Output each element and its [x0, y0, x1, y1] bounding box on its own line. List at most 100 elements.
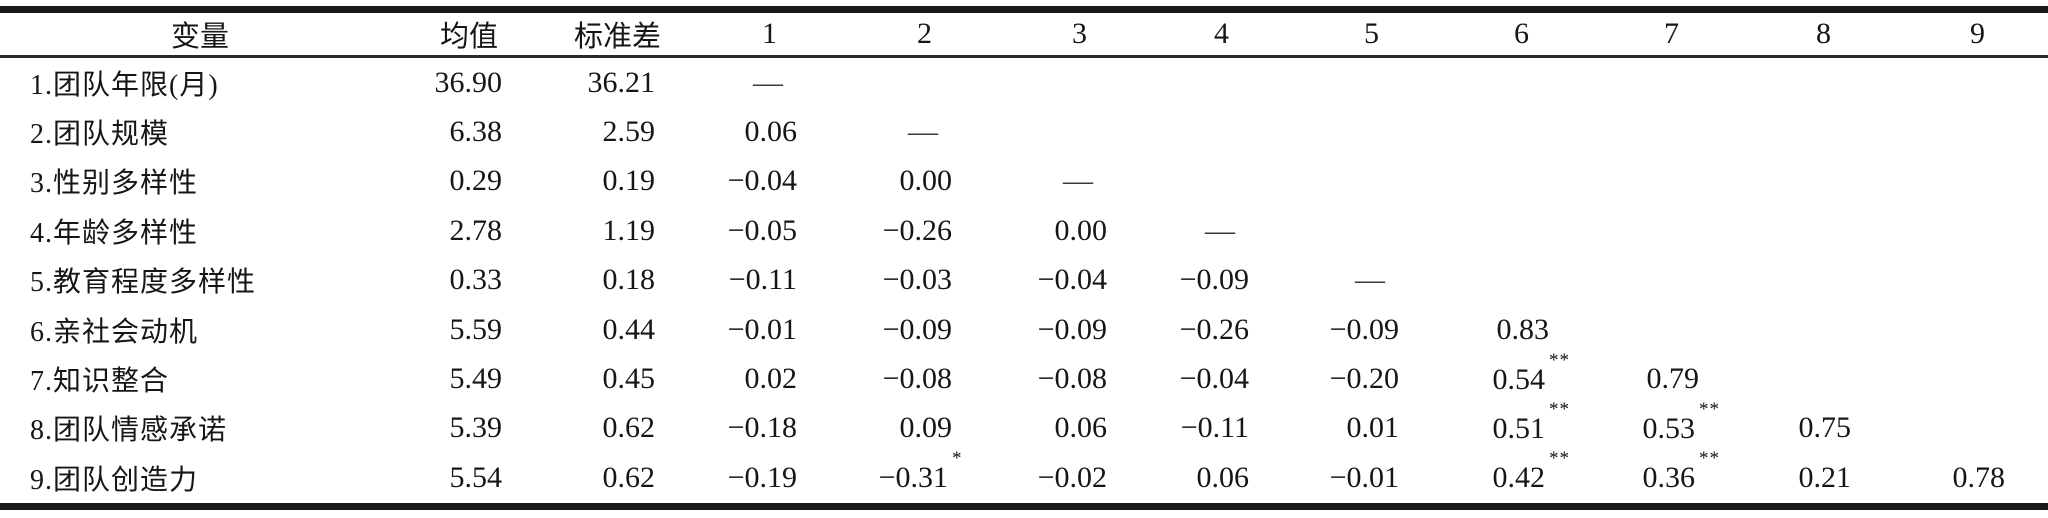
- empty-cell: [1859, 305, 2013, 354]
- correlation-value: −0.03: [882, 263, 952, 297]
- col-header-2: 2: [805, 9, 960, 58]
- correlation-value: 0.54**: [1492, 349, 1570, 396]
- mean-value: 0.29: [449, 164, 503, 198]
- row-label: 4.年龄多样性: [30, 217, 199, 249]
- correlation-value: −0.09: [882, 312, 952, 346]
- correlation-value: 0.06: [1196, 460, 1250, 494]
- correlation-value: −0.31*: [878, 448, 963, 495]
- empty-cell: [1407, 256, 1557, 305]
- empty-cell: [1257, 157, 1407, 206]
- col-header-variable: 变量: [0, 9, 290, 58]
- correlation-value: −0.08: [882, 362, 952, 396]
- empty-cell: [1859, 404, 2013, 453]
- table-row: 9.团队创造力 5.54 0.62 −0.19 −0.31* −0.02 0.06 −0…: [0, 448, 2048, 506]
- table-row: 6.亲社会动机 5.59 0.44 −0.01 −0.09 −0.09 −0.26 −0…: [0, 305, 2048, 354]
- table-row: 5.教育程度多样性 0.33 0.18 −0.11 −0.03 −0.04 −0.09…: [0, 256, 2048, 305]
- spacer-cell: [2013, 305, 2048, 354]
- empty-cell: [1859, 57, 2013, 108]
- table-row: 2.团队规模 6.38 2.59 0.06 —: [0, 107, 2048, 156]
- diagonal-dash: —: [908, 115, 938, 149]
- correlation-value: −0.26: [882, 213, 952, 247]
- col-header-mean: 均值: [290, 9, 510, 58]
- correlation-value: −0.04: [1037, 263, 1107, 297]
- empty-cell: [1115, 157, 1257, 206]
- correlation-value: 0.00: [899, 164, 953, 198]
- empty-cell: [1257, 206, 1407, 255]
- mean-value: 2.78: [449, 213, 503, 247]
- empty-cell: [1557, 206, 1707, 255]
- table-row: 1.团队年限(月) 36.90 36.21 —: [0, 57, 2048, 108]
- sd-value: 0.19: [602, 164, 656, 198]
- correlation-value: 0.79: [1646, 362, 1700, 396]
- spacer-cell: [2013, 453, 2048, 506]
- mean-value: 5.39: [449, 411, 503, 445]
- correlation-value: 0.75: [1798, 411, 1852, 445]
- empty-cell: [1407, 157, 1557, 206]
- diagonal-dash: —: [753, 65, 783, 99]
- correlation-value: −0.09: [1037, 312, 1107, 346]
- correlation-value: 0.36**: [1642, 448, 1720, 495]
- empty-cell: [1407, 206, 1557, 255]
- correlation-value: 0.09: [899, 411, 953, 445]
- empty-cell: [1257, 107, 1407, 156]
- col-header-5: 5: [1257, 9, 1407, 58]
- mean-value: 5.49: [449, 362, 503, 396]
- empty-cell: [1859, 354, 2013, 403]
- correlation-value: 0.51**: [1492, 398, 1570, 445]
- correlation-value: −0.18: [727, 411, 797, 445]
- empty-cell: [1707, 354, 1859, 403]
- empty-cell: [1557, 107, 1707, 156]
- sd-value: 0.44: [602, 312, 656, 346]
- empty-cell: [1859, 206, 2013, 255]
- spacer-cell: [2013, 256, 2048, 305]
- diagonal-dash: —: [1205, 213, 1235, 247]
- empty-cell: [1557, 157, 1707, 206]
- spacer-cell: [2013, 157, 2048, 206]
- table-row: 4.年龄多样性 2.78 1.19 −0.05 −0.26 0.00 —: [0, 206, 2048, 255]
- spacer-cell: [2013, 107, 2048, 156]
- empty-cell: [1859, 256, 2013, 305]
- sd-value: 0.62: [602, 460, 656, 494]
- correlation-value: 0.02: [744, 362, 798, 396]
- empty-cell: [1707, 206, 1859, 255]
- sd-value: 36.21: [587, 65, 656, 99]
- correlation-value: −0.09: [1329, 312, 1399, 346]
- sd-value: 2.59: [602, 115, 656, 149]
- correlation-value: 0.06: [1054, 411, 1108, 445]
- col-header-7: 7: [1557, 9, 1707, 58]
- empty-cell: [1707, 57, 1859, 108]
- sd-value: 1.19: [602, 213, 656, 247]
- row-label: 9.团队创造力: [30, 464, 199, 496]
- correlation-value: 0.00: [1054, 213, 1108, 247]
- diagonal-dash: —: [1063, 164, 1093, 198]
- correlation-value: 0.01: [1346, 411, 1400, 445]
- spacer-header: [2013, 9, 2048, 58]
- correlation-table: 变量 均值 标准差 1 2 3 4 5 6 7 8 9 1.团队年限(月) 36…: [0, 6, 2048, 510]
- table-row: 3.性别多样性 0.29 0.19 −0.04 0.00 —: [0, 157, 2048, 206]
- correlation-value: 0.53**: [1642, 398, 1720, 445]
- correlation-value: −0.11: [728, 263, 797, 297]
- correlation-value: −0.02: [1037, 460, 1107, 494]
- correlation-value: −0.05: [727, 213, 797, 247]
- diagonal-dash: —: [1355, 263, 1385, 297]
- empty-cell: [1707, 157, 1859, 206]
- spacer-cell: [2013, 354, 2048, 403]
- col-header-8: 8: [1707, 9, 1859, 58]
- correlation-value: 0.83: [1496, 312, 1550, 346]
- mean-value: 36.90: [434, 65, 503, 99]
- empty-cell: [1115, 107, 1257, 156]
- col-header-6: 6: [1407, 9, 1557, 58]
- empty-cell: [1557, 57, 1707, 108]
- col-header-sd: 标准差: [510, 9, 663, 58]
- row-label: 1.团队年限(月): [30, 69, 219, 101]
- empty-cell: [1407, 57, 1557, 108]
- row-label: 3.性别多样性: [30, 168, 199, 200]
- empty-cell: [1115, 57, 1257, 108]
- mean-value: 5.54: [449, 460, 503, 494]
- spacer-cell: [2013, 57, 2048, 108]
- correlation-value: −0.19: [727, 460, 797, 494]
- empty-cell: [1257, 57, 1407, 108]
- empty-cell: [1859, 107, 2013, 156]
- table-row: 7.知识整合 5.49 0.45 0.02 −0.08 −0.08 −0.04 −0.2…: [0, 349, 2048, 403]
- correlation-value: −0.08: [1037, 362, 1107, 396]
